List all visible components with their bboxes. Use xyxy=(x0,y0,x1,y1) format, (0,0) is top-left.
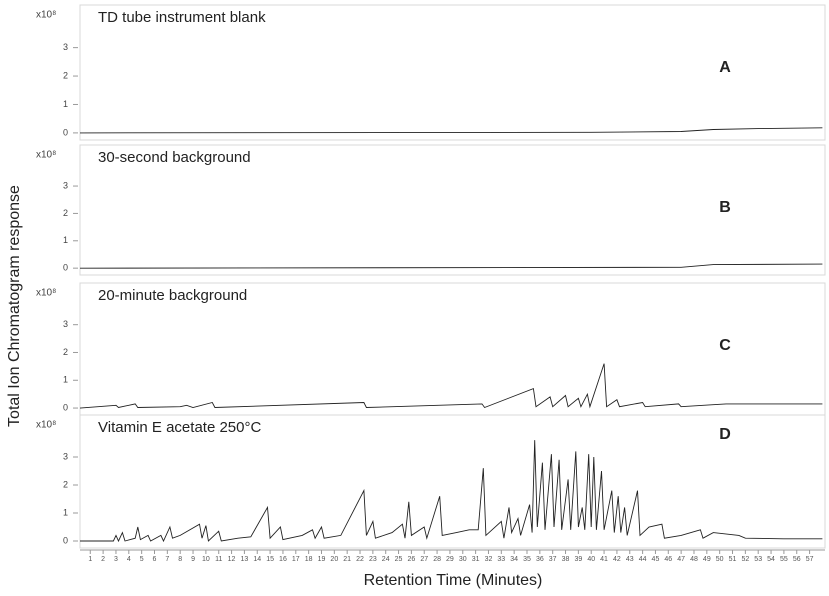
x-tick-label: 57 xyxy=(806,556,814,563)
panel-title: 20-minute background xyxy=(98,287,247,304)
x-tick-label: 3 xyxy=(114,556,118,563)
x-tick-label: 1 xyxy=(88,556,92,563)
y-unit: x10⁸ xyxy=(36,420,56,431)
chromatogram-line xyxy=(79,127,823,134)
x-tick-label: 45 xyxy=(652,556,660,563)
x-tick-label: 32 xyxy=(485,556,493,563)
x-tick-label: 36 xyxy=(536,556,544,563)
chromatogram-line xyxy=(79,263,823,269)
x-tick-label: 16 xyxy=(279,556,287,563)
x-tick-label: 43 xyxy=(626,556,634,563)
x-tick-label: 53 xyxy=(754,556,762,563)
x-tick-label: 39 xyxy=(574,556,582,563)
x-tick-label: 14 xyxy=(253,556,261,563)
x-tick-label: 37 xyxy=(549,556,557,563)
y-tick-label: 1 xyxy=(63,507,68,517)
x-tick-label: 38 xyxy=(562,556,570,563)
panel-title: Vitamin E acetate 250°C xyxy=(98,419,261,436)
panel-frame xyxy=(79,144,826,276)
x-tick-label: 50 xyxy=(716,556,724,563)
y-tick-label: 3 xyxy=(63,42,68,52)
x-tick-label: 52 xyxy=(741,556,749,563)
x-tick-label: 41 xyxy=(600,556,608,563)
y-tick-label: 2 xyxy=(63,347,68,357)
x-tick-label: 44 xyxy=(639,556,647,563)
x-tick-label: 10 xyxy=(202,556,210,563)
y-unit: x10⁸ xyxy=(36,288,56,299)
x-tick-label: 22 xyxy=(356,556,364,563)
x-tick-label: 40 xyxy=(587,556,595,563)
x-tick-label: 49 xyxy=(703,556,711,563)
x-tick-label: 31 xyxy=(472,556,480,563)
x-tick-label: 35 xyxy=(523,556,531,563)
y-tick-label: 1 xyxy=(63,235,68,245)
y-tick-label: 3 xyxy=(63,180,68,190)
x-tick-label: 8 xyxy=(178,556,182,563)
y-tick-label: 2 xyxy=(63,208,68,218)
x-tick-label: 15 xyxy=(266,556,274,563)
x-tick-label: 11 xyxy=(215,556,222,563)
x-tick-label: 6 xyxy=(153,556,157,563)
panel-title: 30-second background xyxy=(98,149,251,166)
panel-letter: B xyxy=(719,199,731,216)
x-tick-label: 56 xyxy=(793,556,801,563)
panel-title: TD tube instrument blank xyxy=(98,9,266,26)
x-tick-label: 12 xyxy=(228,556,236,563)
y-tick-label: 0 xyxy=(63,263,68,273)
y-axis-label: Total Ion Chromatogram response xyxy=(6,185,23,427)
panel-frame xyxy=(79,4,826,141)
x-tick-label: 13 xyxy=(241,556,249,563)
x-tick-label: 27 xyxy=(420,556,428,563)
x-tick-label: 46 xyxy=(664,556,672,563)
chromatogram-line xyxy=(79,363,823,409)
x-tick-label: 30 xyxy=(459,556,467,563)
y-tick-label: 0 xyxy=(63,535,68,545)
y-tick-label: 0 xyxy=(63,127,68,137)
x-tick-label: 48 xyxy=(690,556,698,563)
panel-letter: C xyxy=(719,337,731,354)
x-tick-label: 24 xyxy=(382,556,390,563)
y-tick-label: 3 xyxy=(63,451,68,461)
x-tick-label: 5 xyxy=(140,556,144,563)
x-tick-label: 55 xyxy=(780,556,788,563)
panel-letter: D xyxy=(719,426,731,443)
x-tick-label: 29 xyxy=(446,556,454,563)
x-tick-label: 34 xyxy=(510,556,518,563)
y-unit: x10⁸ xyxy=(36,150,56,161)
x-tick-label: 9 xyxy=(191,556,195,563)
x-tick-label: 33 xyxy=(497,556,505,563)
x-axis-label: Retention Time (Minutes) xyxy=(364,572,543,589)
x-tick-label: 17 xyxy=(292,556,300,563)
x-tick-label: 2 xyxy=(101,556,105,563)
panel-letter: A xyxy=(719,59,731,76)
x-tick-label: 47 xyxy=(677,556,685,563)
x-tick-label: 20 xyxy=(330,556,338,563)
y-tick-label: 2 xyxy=(63,479,68,489)
x-tick-label: 4 xyxy=(127,556,131,563)
x-tick-label: 7 xyxy=(165,556,169,563)
y-tick-label: 1 xyxy=(63,375,68,385)
x-tick-label: 26 xyxy=(407,556,415,563)
x-tick-label: 23 xyxy=(369,556,377,563)
x-tick-label: 51 xyxy=(729,556,737,563)
y-tick-label: 2 xyxy=(63,70,68,80)
x-tick-label: 25 xyxy=(395,556,403,563)
y-unit: x10⁸ xyxy=(36,10,56,21)
chromatogram-line xyxy=(80,440,823,543)
y-tick-label: 1 xyxy=(63,99,68,109)
x-tick-label: 18 xyxy=(305,556,313,563)
x-tick-label: 19 xyxy=(318,556,326,563)
x-tick-label: 28 xyxy=(433,556,441,563)
panel-frame xyxy=(79,414,826,549)
x-tick-label: 21 xyxy=(343,556,351,563)
x-tick-label: 42 xyxy=(613,556,621,563)
y-tick-label: 3 xyxy=(63,319,68,329)
x-tick-label: 54 xyxy=(767,556,775,563)
y-tick-label: 0 xyxy=(63,402,68,412)
